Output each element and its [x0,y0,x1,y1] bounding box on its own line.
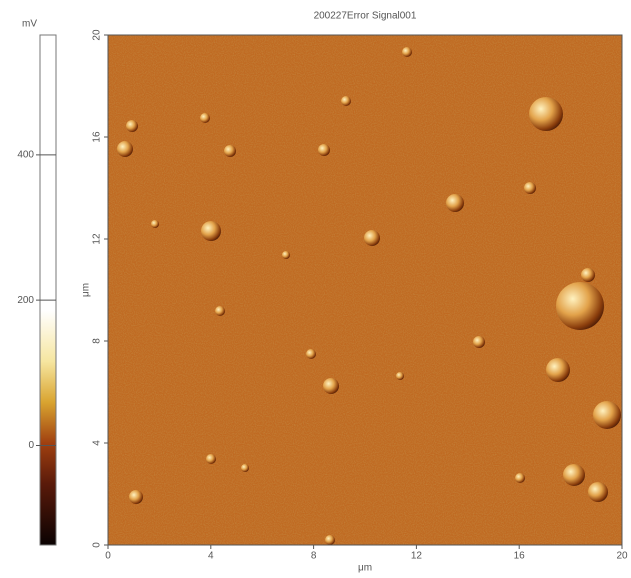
y-tick-label: 8 [92,338,103,344]
x-tick-label: 12 [411,551,423,562]
afm-figure: 200227Error Signal001 mV μm μm 020040004… [0,0,631,573]
x-tick-label: 8 [311,551,317,562]
colorbar-tick-label: 200 [17,295,34,306]
colorbar-tick-label: 0 [28,440,34,451]
y-tick-label: 16 [92,131,103,143]
x-axis-label: μm [358,563,372,573]
y-tick-label: 0 [92,542,103,548]
x-tick-label: 16 [514,551,526,562]
x-tick-label: 0 [105,551,111,562]
afm-image [108,35,622,545]
colorbar: mV [22,19,56,545]
y-tick-label: 4 [92,440,103,446]
x-tick-label: 4 [208,551,214,562]
x-tick-label: 20 [616,551,628,562]
y-axis-label: μm [81,283,92,297]
colorbar-tick-label: 400 [17,150,34,161]
y-tick-label: 12 [92,233,103,245]
y-tick-label: 20 [92,29,103,41]
colorbar-unit: mV [22,19,37,30]
colorbar-gradient [40,35,56,545]
image-title: 200227Error Signal001 [314,11,417,22]
